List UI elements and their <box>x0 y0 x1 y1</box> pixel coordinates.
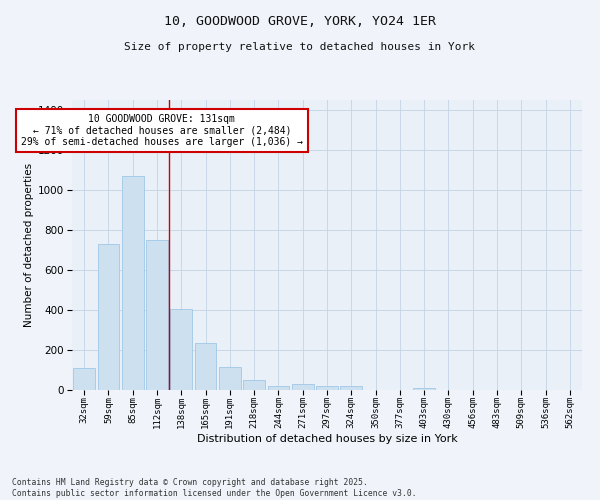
Bar <box>146 240 168 390</box>
Text: Contains HM Land Registry data © Crown copyright and database right 2025.
Contai: Contains HM Land Registry data © Crown c… <box>12 478 416 498</box>
Bar <box>170 309 192 390</box>
Bar <box>268 386 289 390</box>
Bar <box>243 380 265 390</box>
X-axis label: Distribution of detached houses by size in York: Distribution of detached houses by size … <box>197 434 457 444</box>
Bar <box>219 367 241 390</box>
Bar <box>292 384 314 390</box>
Text: 10 GOODWOOD GROVE: 131sqm
← 71% of detached houses are smaller (2,484)
29% of se: 10 GOODWOOD GROVE: 131sqm ← 71% of detac… <box>21 114 303 147</box>
Bar <box>194 343 217 390</box>
Bar <box>97 244 119 390</box>
Bar <box>122 176 143 390</box>
Bar <box>413 388 435 390</box>
Text: 10, GOODWOOD GROVE, YORK, YO24 1ER: 10, GOODWOOD GROVE, YORK, YO24 1ER <box>164 15 436 28</box>
Bar <box>340 386 362 390</box>
Y-axis label: Number of detached properties: Number of detached properties <box>24 163 34 327</box>
Bar <box>316 386 338 390</box>
Text: Size of property relative to detached houses in York: Size of property relative to detached ho… <box>125 42 476 52</box>
Bar <box>73 368 95 390</box>
